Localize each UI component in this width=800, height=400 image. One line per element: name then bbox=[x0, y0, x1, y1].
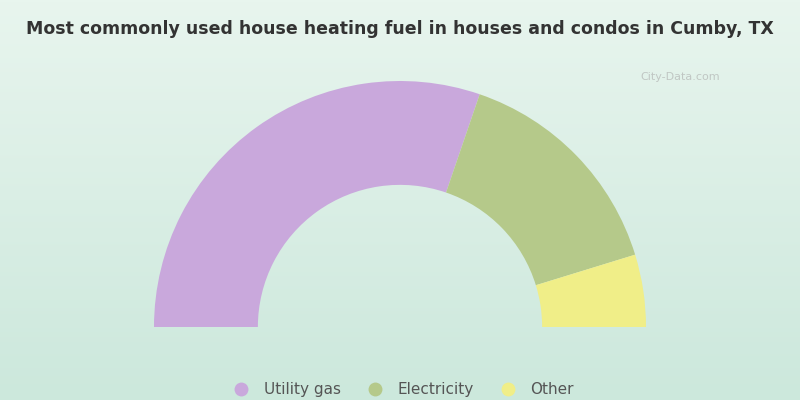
Text: Most commonly used house heating fuel in houses and condos in Cumby, TX: Most commonly used house heating fuel in… bbox=[26, 20, 774, 38]
Wedge shape bbox=[154, 81, 480, 327]
Wedge shape bbox=[536, 255, 646, 327]
Wedge shape bbox=[446, 94, 635, 285]
Legend: Utility gas, Electricity, Other: Utility gas, Electricity, Other bbox=[220, 376, 580, 400]
Text: City-Data.com: City-Data.com bbox=[640, 72, 720, 82]
